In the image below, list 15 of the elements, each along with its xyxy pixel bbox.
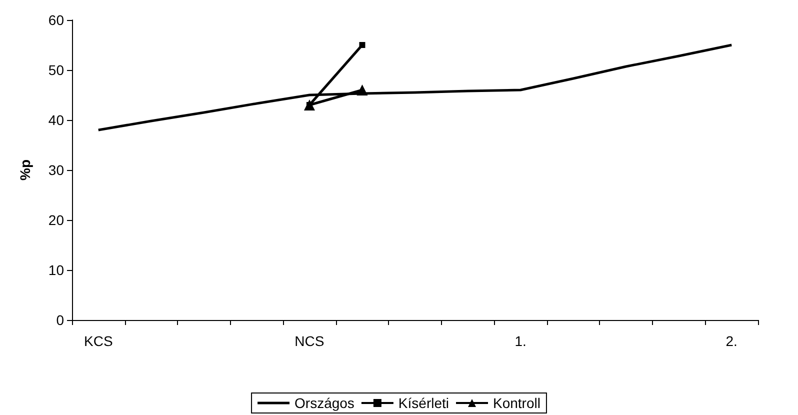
- x-tick-label: KCS: [84, 333, 113, 349]
- y-tick-label: 30: [48, 162, 64, 178]
- legend-label: Kísérleti: [398, 395, 450, 411]
- x-tick-label: NCS: [294, 333, 324, 349]
- x-tick-label: 2.: [726, 333, 738, 349]
- x-tick-label: 1.: [514, 333, 526, 349]
- y-tick-label: 50: [48, 62, 64, 78]
- y-tick-label: 60: [48, 12, 64, 28]
- y-tick-label: 10: [48, 262, 64, 278]
- legend-label: Országos: [294, 395, 354, 411]
- y-tick-label: 0: [56, 312, 64, 328]
- legend-label: Kontroll: [493, 395, 540, 411]
- y-tick-label: 20: [48, 212, 64, 228]
- y-axis-title: %p: [17, 160, 33, 180]
- y-tick-label: 40: [48, 112, 64, 128]
